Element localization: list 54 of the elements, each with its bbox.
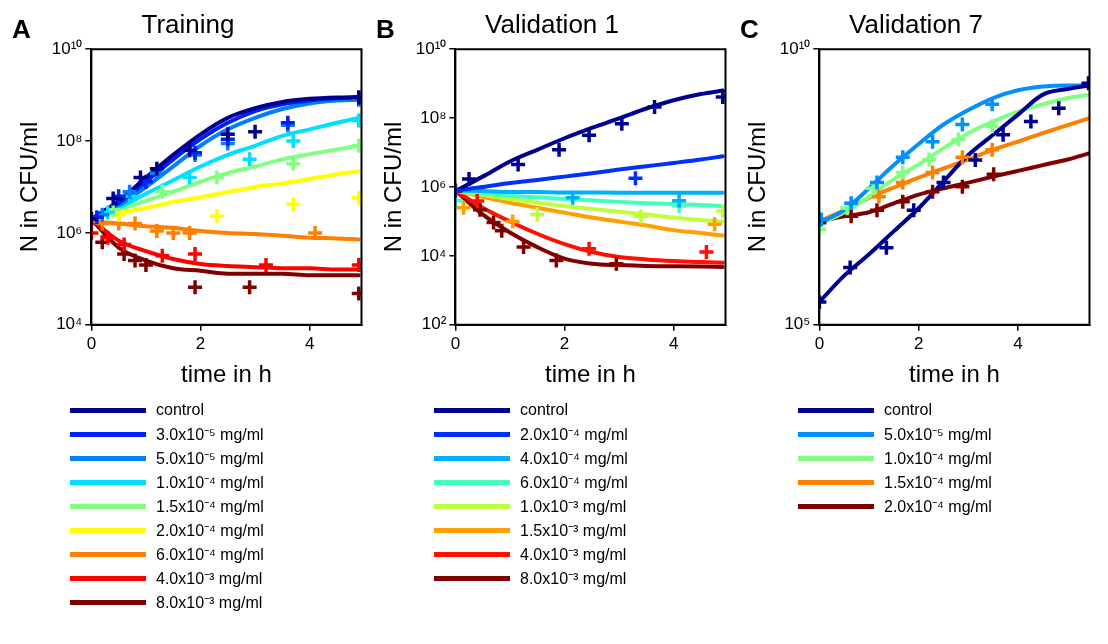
x-tick-label: 2 [913, 333, 924, 353]
legend-label: 2.0x10⁻⁴ mg/ml [520, 425, 628, 445]
y-tick-label: 10¹⁰ [779, 38, 811, 58]
y-tick-label: 10¹⁰ [415, 38, 447, 58]
chart-title: Training [141, 8, 235, 39]
x-tick-label: 2 [559, 333, 570, 353]
legend-label: 1.5x10⁻³ mg/ml [520, 521, 627, 541]
legend-label: 8.0x10⁻³ mg/ml [156, 593, 263, 613]
y-tick-label: 10⁵ [784, 314, 811, 334]
y-axis-title: N in CFU/ml [743, 121, 771, 253]
y-tick-label: 10⁸ [420, 107, 447, 127]
y-tick-label: 10⁸ [56, 130, 83, 150]
x-axis-title: time in h [909, 360, 1000, 388]
legend-label: control [884, 401, 933, 419]
legend-label: 4.0x10⁻³ mg/ml [156, 569, 263, 589]
x-tick-label: 4 [304, 333, 315, 353]
legend-label: 6.0x10⁻⁴ mg/ml [156, 545, 264, 565]
legend-label: 3.0x10⁻⁵ mg/ml [156, 425, 264, 445]
text: C [740, 14, 759, 45]
y-tick-label: 10⁴ [56, 314, 83, 334]
x-tick-label: 4 [668, 333, 679, 353]
x-axis-title: time in h [545, 360, 636, 388]
x-axis-title: time in h [181, 360, 272, 388]
y-tick-label: 10¹⁰ [51, 38, 83, 58]
x-tick-label: 0 [86, 333, 97, 353]
x-tick-label: 0 [450, 333, 461, 353]
y-tick-label: 10² [421, 314, 447, 334]
legend-label: 4.0x10⁻³ mg/ml [520, 545, 627, 565]
chart-title: Validation 7 [849, 8, 983, 39]
chart-title: Validation 1 [485, 8, 619, 39]
legend-label: 5.0x10⁻⁵ mg/ml [884, 425, 992, 445]
y-tick-label: 10⁶ [56, 222, 83, 242]
legend-label: 1.5x10⁻⁴ mg/ml [884, 473, 992, 493]
legend-label: 6.0x10⁻⁴ mg/ml [520, 473, 628, 493]
x-tick-label: 4 [1013, 333, 1023, 353]
y-axis-title: N in CFU/ml [15, 121, 43, 253]
legend-label: 2.0x10⁻⁴ mg/ml [156, 521, 264, 541]
text: A [12, 14, 31, 45]
text: B [376, 14, 395, 45]
legend-label: 4.0x10⁻⁴ mg/ml [520, 449, 628, 469]
legend-label: 1.0x10⁻⁴ mg/ml [156, 473, 264, 493]
x-tick-label: 2 [195, 333, 206, 353]
legend-label: 5.0x10⁻⁵ mg/ml [156, 449, 264, 469]
legend-label: 1.5x10⁻⁴ mg/ml [156, 497, 264, 517]
legend-label: 8.0x10⁻³ mg/ml [520, 569, 627, 589]
legend-label: 1.0x10⁻³ mg/ml [520, 497, 627, 517]
y-tick-label: 10⁴ [420, 245, 447, 265]
y-axis-title: N in CFU/ml [379, 121, 407, 253]
y-tick-label: 10⁶ [420, 176, 447, 196]
legend-label: control [520, 401, 569, 419]
legend-label: 2.0x10⁻⁴ mg/ml [884, 497, 992, 517]
legend-label: control [156, 401, 205, 419]
legend-label: 1.0x10⁻⁴ mg/ml [884, 449, 992, 469]
x-tick-label: 0 [814, 333, 825, 353]
